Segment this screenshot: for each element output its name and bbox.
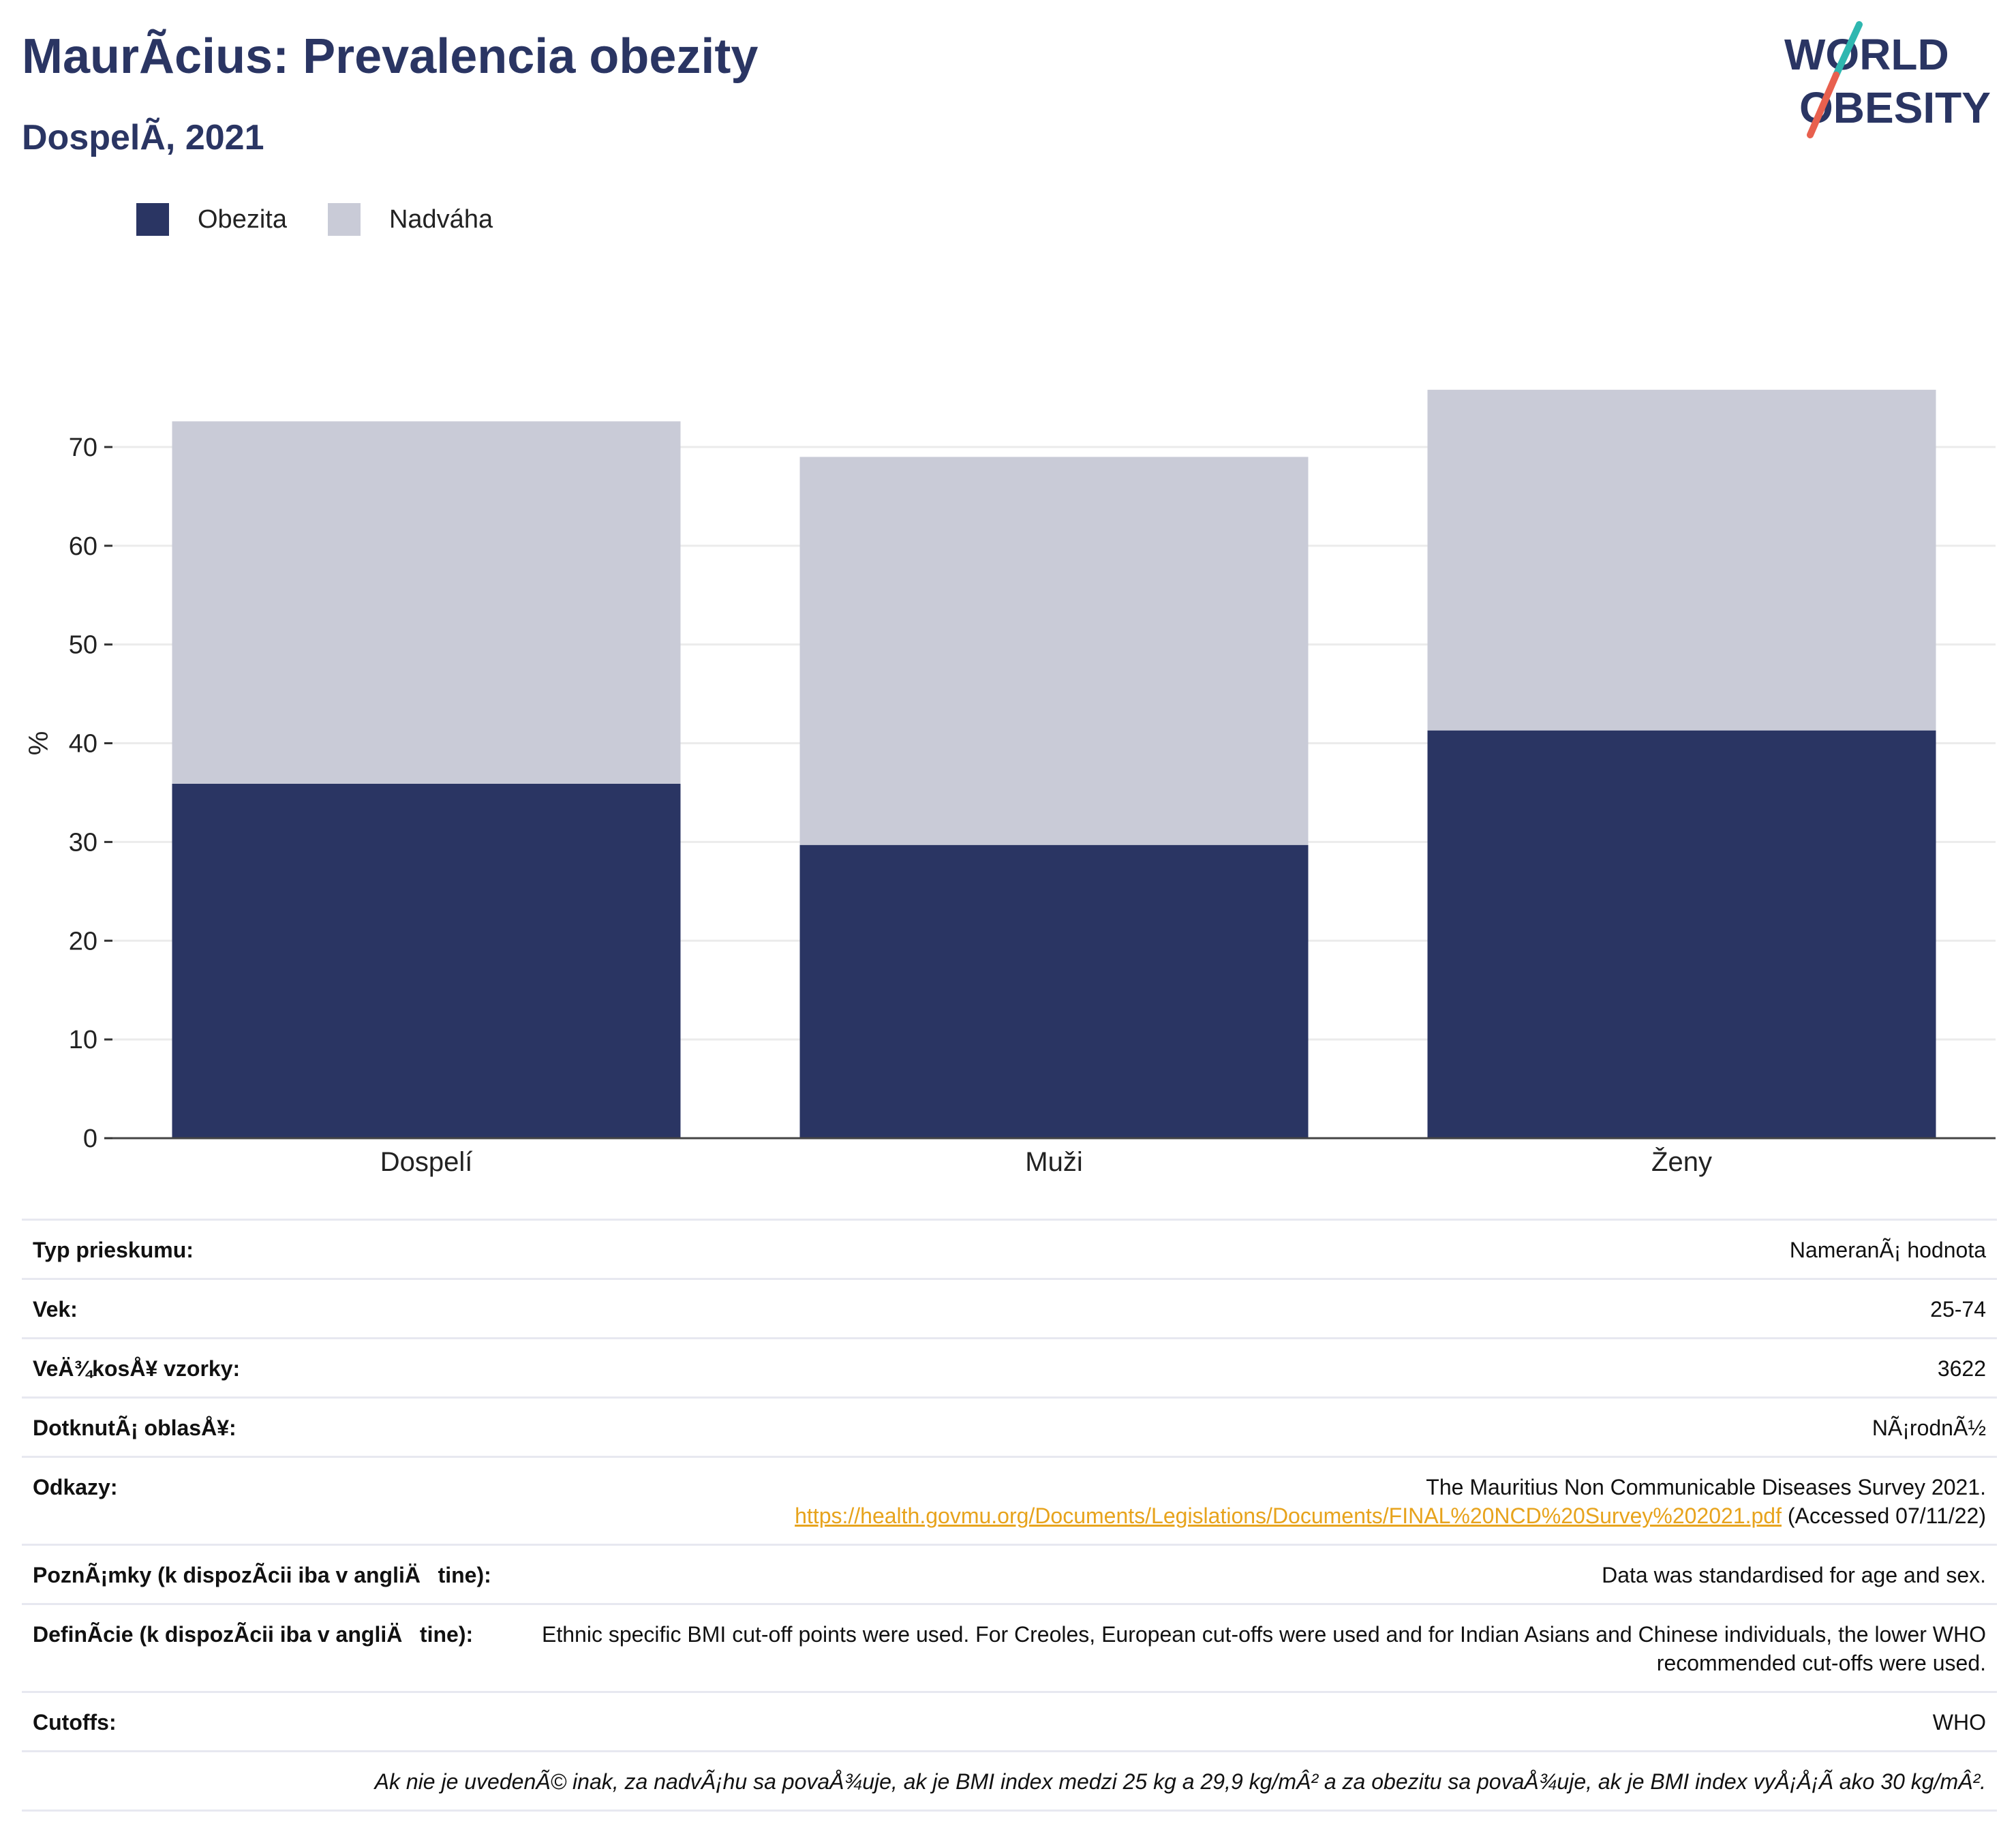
x-tick-label: Muži [1025,1147,1082,1177]
bar-overweight [172,421,681,784]
logo-line-1: WORLD [1784,30,1949,79]
y-tick-label: 0 [83,1125,97,1153]
info-label: PoznÃ¡mky (k dispozÃcii iba v angliÄtin… [33,1563,491,1587]
info-table: Typ prieskumu: NameranÃ¡ hodnota Vek: 25… [22,1219,1997,1812]
page-title: MaurÃcius: Prevalencia obezity [22,29,759,84]
info-value: The Mauritius Non Communicable Diseases … [510,1473,1986,1530]
legend-swatch-obesity [136,203,169,236]
info-row-area: DotknutÃ¡ oblasÅ¥: NÃ¡rodnÃ½ [22,1399,1997,1458]
info-label: Cutoffs: [33,1710,117,1735]
y-axis-label: % [24,731,54,756]
legend-label-obesity: Obezita [198,204,287,234]
info-row-survey-type: Typ prieskumu: NameranÃ¡ hodnota [22,1221,1997,1280]
y-tick-label: 30 [69,828,97,857]
info-label: Odkazy: [33,1475,118,1499]
y-tick-label: 50 [69,631,97,660]
reference-text: The Mauritius Non Communicable Diseases … [1426,1475,1986,1499]
legend-label-overweight: Nadváha [388,204,493,234]
y-tick-label: 70 [69,433,97,462]
y-tick-label: 10 [69,1026,97,1054]
world-obesity-logo: WORLD OBESITY [1784,21,1991,138]
info-value: NameranÃ¡ hodnota [1789,1238,1986,1262]
footnote: Ak nie je uvedenÃ© inak, za nadvÃ¡hu sa … [22,1752,1997,1812]
info-value: WHO [1932,1710,1986,1735]
bar-obesity [172,783,681,1138]
info-row-notes: PoznÃ¡mky (k dispozÃcii iba v angliÄtin… [22,1546,1997,1605]
info-label: VeÄ¾kosÅ¥ vzorky: [33,1356,241,1381]
reference-link[interactable]: https://health.govmu.org/Documents/Legis… [795,1503,1782,1528]
legend-swatch-overweight [327,203,361,236]
info-row-cutoffs: Cutoffs: WHO [22,1693,1997,1752]
y-tick-label: 60 [69,532,97,561]
page-subtitle: DospelÃ, 2021 [22,118,264,157]
info-label: Typ prieskumu: [33,1238,194,1262]
legend-item-obesity[interactable]: Obezita [136,203,287,236]
x-tick-label: Dospelí [380,1147,473,1177]
info-row-definitions: DefinÃcie (k dispozÃcii iba v angliÄtin… [22,1605,1997,1693]
info-label: DotknutÃ¡ oblasÅ¥: [33,1416,236,1440]
info-value: Ethnic specific BMI cut-off points were … [542,1622,1986,1675]
info-label: Vek: [33,1297,78,1322]
bar-overweight [799,457,1309,845]
reference-accessed: (Accessed 07/11/22) [1787,1503,1986,1528]
bar-obesity [1427,730,1936,1138]
info-row-sample-size: VeÄ¾kosÅ¥ vzorky: 3622 [22,1339,1997,1399]
info-value: 25-74 [1930,1297,1986,1322]
info-label: DefinÃcie (k dispozÃcii iba v angliÄtin… [33,1622,474,1647]
legend-item-overweight[interactable]: Nadváha [327,203,493,236]
y-tick-label: 40 [69,730,97,759]
info-value: NÃ¡rodnÃ½ [1872,1416,1986,1440]
info-value: Data was standardised for age and sex. [1602,1563,1986,1587]
stacked-bar-chart: 0 10 20 30 40 50 60 70% Dospelí Muži Ženy [24,389,1996,1177]
info-row-references: Odkazy: The Mauritius Non Communicable D… [22,1458,1997,1546]
chart-legend: Obezita Nadváha [136,203,534,236]
bar-obesity [799,844,1309,1138]
x-tick-label: Ženy [1651,1146,1712,1177]
info-row-age: Vek: 25-74 [22,1280,1997,1339]
bar-overweight [1427,389,1936,731]
y-tick-label: 20 [69,927,97,956]
info-value: 3622 [1937,1356,1986,1381]
